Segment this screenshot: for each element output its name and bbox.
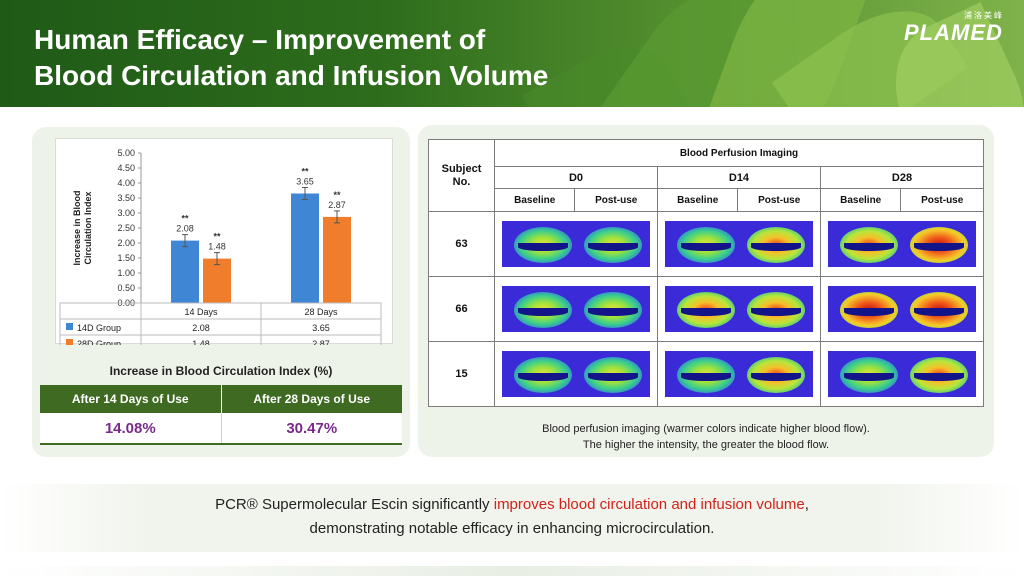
legend-label: 28D Group (77, 339, 121, 345)
perfusion-image-d0 (494, 211, 658, 277)
subject-row: 66 (428, 276, 985, 342)
significance-marker: ** (213, 232, 221, 242)
page-title-line2: Blood Circulation and Infusion Volume (34, 60, 549, 91)
baseline-header: Baseline (656, 188, 739, 212)
y-tick-label: 1.50 (117, 253, 135, 263)
conclusion-line1: PCR® Supermolecular Escin significantly … (0, 493, 1024, 517)
perfusion-table: Subject No. Blood Perfusion Imaging D0 D… (428, 139, 985, 407)
perfusion-header-row: Subject No. Blood Perfusion Imaging (428, 139, 984, 212)
significance-marker: ** (333, 190, 341, 200)
perfusion-image-d14 (656, 341, 821, 407)
index-table-caption: Increase in Blood Circulation Index (%) (109, 364, 333, 378)
data-table-value: 2.87 (312, 339, 330, 345)
logo-wordmark: PLAMED (904, 20, 1003, 45)
y-tick-label: 3.50 (117, 193, 135, 203)
subject-number: 15 (428, 341, 495, 407)
y-axis-label: Circulation Index (83, 191, 93, 264)
conclusion-statement: PCR® Supermolecular Escin significantly … (0, 493, 1024, 541)
conclusion-text: PCR® Supermolecular Escin significantly (215, 496, 494, 513)
post-use-header: Post-use (737, 188, 821, 212)
subheader-row: Baseline Post-use Baseline Post-use Base… (429, 188, 984, 212)
footer-band (0, 484, 1024, 552)
index-table-header: After 14 Days of Use (40, 385, 222, 413)
perfusion-title: Blood Perfusion Imaging (494, 139, 984, 167)
data-table-value: 1.48 (192, 339, 210, 345)
legend-label: 14D Group (77, 323, 121, 333)
y-tick-label: 2.00 (117, 238, 135, 248)
post-use-header: Post-use (574, 188, 658, 212)
bar-chart: 0.000.501.001.502.002.503.003.504.004.50… (59, 148, 382, 345)
significance-marker: ** (181, 214, 189, 224)
baseline-header: Baseline (819, 188, 902, 212)
index-value-14-days: 14.08% (40, 413, 222, 443)
index-table-header: After 28 Days of Use (253, 392, 371, 406)
conclusion-highlight: improves blood circulation and infusion … (493, 496, 805, 513)
significance-marker: ** (301, 167, 309, 177)
subject-row: 63 (428, 211, 985, 277)
bar-14d-group (291, 193, 319, 303)
timepoint-header: D14 (656, 166, 821, 189)
index-table-value-row: 14.08% 30.47% (40, 413, 402, 445)
perfusion-note: Blood perfusion imaging (warmer colors i… (428, 421, 984, 453)
y-tick-label: 4.50 (117, 163, 135, 173)
perfusion-image-d14 (656, 276, 821, 342)
y-tick-label: 4.00 (117, 178, 135, 188)
logo-chinese-text: 浦洛美峰 (964, 11, 1004, 20)
bar-28d-group (323, 216, 351, 303)
perfusion-note-line1: Blood perfusion imaging (warmer colors i… (542, 423, 870, 435)
header-banner: Human Efficacy – Improvement of Blood Ci… (0, 0, 1024, 107)
subject-number: 63 (428, 211, 495, 277)
data-label: 2.87 (328, 200, 346, 210)
y-tick-label: 3.00 (117, 208, 135, 218)
page-title-line1: Human Efficacy – Improvement of (34, 24, 486, 55)
legend-swatch (66, 339, 73, 345)
index-value-28-days: 30.47% (286, 419, 338, 437)
index-table-header-row: After 14 Days of Use After 28 Days of Us… (40, 385, 402, 413)
perfusion-image-d28 (819, 276, 985, 342)
perfusion-image-d14 (656, 211, 821, 277)
perfusion-note-line2: The higher the intensity, the greater th… (582, 439, 830, 451)
perfusion-image-d28 (819, 341, 985, 407)
y-axis-label: Increase in Blood (72, 190, 82, 265)
subject-number: 66 (428, 276, 495, 342)
y-tick-label: 2.50 (117, 223, 135, 233)
timepoint-header: D0 (494, 166, 658, 189)
timepoint-row: D0 D14 D28 (429, 166, 985, 189)
data-label: 1.48 (208, 242, 226, 252)
post-use-header: Post-use (900, 188, 984, 212)
perfusion-image-d28 (819, 211, 985, 277)
perfusion-image-d0 (494, 276, 658, 342)
conclusion-line2: demonstrating notable efficacy in enhanc… (309, 520, 715, 537)
data-label: 3.65 (296, 177, 314, 187)
legend-swatch (66, 323, 73, 330)
y-tick-label: 0.50 (117, 283, 135, 293)
data-table-value: 2.08 (192, 323, 210, 333)
bar-chart-container: 0.00 0.50 1.00 1.50 2.00 2.50 3.00 3.50 4.00 4.50… (55, 138, 393, 345)
subject-row: 15 (428, 341, 985, 407)
bar-28d-group (203, 258, 231, 303)
y-tick-label: 5.00 (117, 148, 135, 158)
x-category-label: 28 Days (304, 307, 338, 317)
baseline-header: Baseline (493, 188, 576, 212)
page-title: Human Efficacy – Improvement of Blood Ci… (34, 22, 548, 94)
timepoint-header: D28 (819, 166, 985, 189)
subject-header-cell: Subject No. (428, 139, 495, 212)
data-table-value: 3.65 (312, 323, 330, 333)
perfusion-image-d0 (494, 341, 658, 407)
x-category-label: 14 Days (184, 307, 218, 317)
data-label: 2.08 (176, 224, 194, 234)
subject-header: Subject No. (441, 162, 482, 188)
y-tick-label: 1.00 (117, 268, 135, 278)
index-table: After 14 Days of Use After 28 Days of Us… (40, 385, 402, 445)
conclusion-punctuation: , (804, 496, 809, 513)
bottom-decoration (0, 566, 1024, 576)
bar-14d-group (171, 240, 199, 303)
